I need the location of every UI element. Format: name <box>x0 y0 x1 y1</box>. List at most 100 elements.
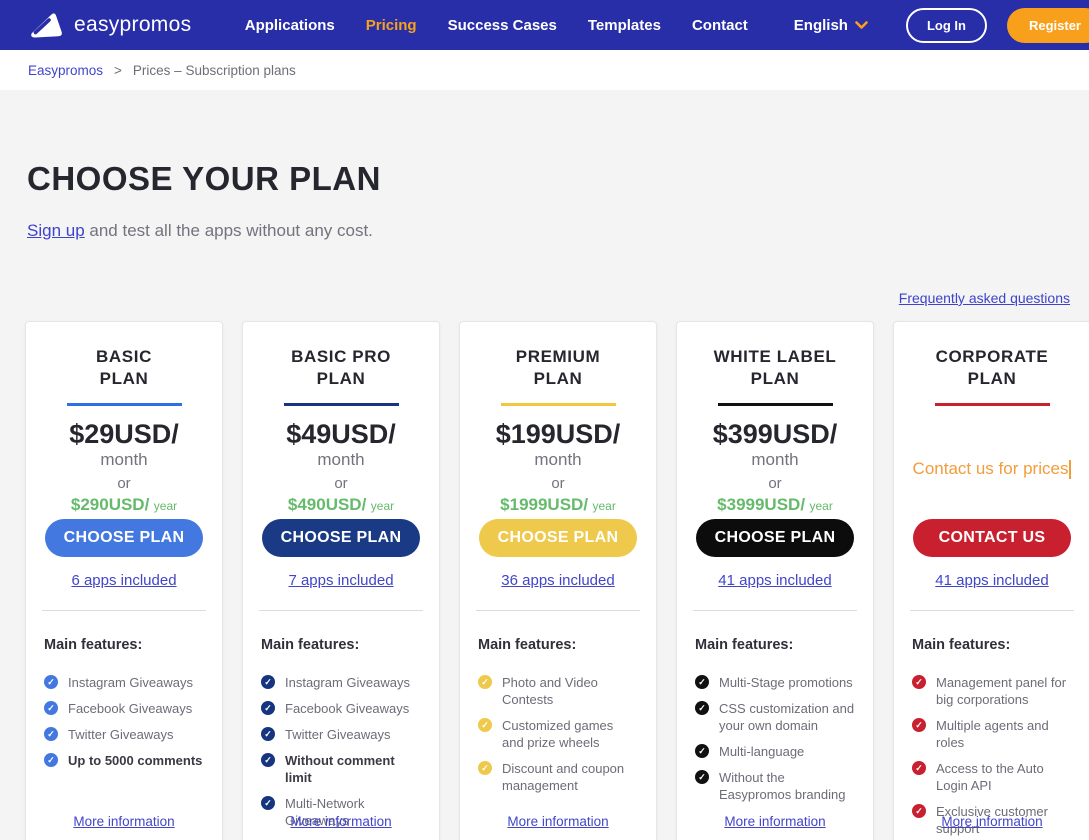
faq-link[interactable]: Frequently asked questions <box>898 290 1070 306</box>
features-list: ✓ Instagram Giveaways ✓ Facebook Giveawa… <box>44 674 204 769</box>
more-information-link[interactable]: More information <box>724 814 826 829</box>
yearly-period: year <box>809 499 833 513</box>
yearly-price: $3999USD/ <box>717 495 806 514</box>
plan-action-button[interactable]: CONTACT US <box>913 519 1071 557</box>
monthly-price: $49USD/ <box>286 419 396 449</box>
plan-accent-bar <box>500 403 616 406</box>
plan-accent-bar <box>283 403 399 406</box>
apps-included-link[interactable]: 36 apps included <box>501 572 615 589</box>
top-navbar: easypromos Applications Pricing Success Ca… <box>0 0 1089 50</box>
feature-item: ✓ Multi-Stage promotions <box>695 674 855 691</box>
feature-item: ✓ Management panel for big corporations <box>912 674 1072 708</box>
feature-item: ✓ CSS customization and your own domain <box>695 700 855 734</box>
yearly-price: $290USD/ <box>70 495 150 514</box>
plan-action-button[interactable]: CHOOSE PLAN <box>479 519 637 557</box>
faq-row: Frequently asked questions <box>27 290 1070 307</box>
check-circle-icon: ✓ <box>44 675 58 689</box>
plan-action-button[interactable]: CHOOSE PLAN <box>696 519 854 557</box>
nav-link-templates[interactable]: Templates <box>587 16 661 34</box>
plan-card-basic: BASIC PLAN $29USD/ month or $290USD/ year… <box>25 321 223 840</box>
feature-text: Facebook Giveaways <box>68 701 193 716</box>
feature-item: ✓ Without comment limit <box>261 752 421 786</box>
plan-name: PREMIUM PLAN <box>515 347 601 388</box>
feature-item: ✓ Instagram Giveaways <box>44 674 204 691</box>
plan-name: WHITE LABEL PLAN <box>713 347 837 388</box>
monthly-period: month <box>751 450 799 469</box>
price-area: $49USD/ month or $490USD/ year <box>261 419 421 519</box>
feature-text: Photo and Video Contests <box>502 675 598 707</box>
feature-item: ✓ Multi-language <box>695 743 855 760</box>
features-list: ✓ Photo and Video Contests ✓ Customized … <box>478 674 638 794</box>
apps-included-link[interactable]: 6 apps included <box>71 572 177 589</box>
nav-link-applications[interactable]: Applications <box>244 16 335 34</box>
brand-logo[interactable]: easypromos <box>28 10 191 41</box>
check-circle-icon: ✓ <box>912 761 926 775</box>
more-information-link[interactable]: More information <box>941 814 1043 829</box>
nav-link-success-cases[interactable]: Success Cases <box>447 16 557 34</box>
plan-card-premium: PREMIUM PLAN $199USD/ month or $1999USD/ … <box>459 321 657 840</box>
price-area: Contact us for prices <box>912 419 1072 519</box>
card-divider <box>42 610 206 611</box>
more-information-link[interactable]: More information <box>507 814 609 829</box>
check-circle-icon: ✓ <box>478 718 492 732</box>
check-circle-icon: ✓ <box>261 796 275 810</box>
card-divider <box>693 610 857 611</box>
more-information-link[interactable]: More information <box>290 814 392 829</box>
breadcrumb-separator: > <box>114 62 122 78</box>
register-button[interactable]: Register <box>1006 7 1089 43</box>
easypromos-logo-icon <box>28 10 65 41</box>
plan-action-button[interactable]: CHOOSE PLAN <box>45 519 203 557</box>
check-circle-icon: ✓ <box>912 718 926 732</box>
main-nav: Applications Pricing Success Cases Template… <box>245 17 748 34</box>
price-area: $29USD/ month or $290USD/ year <box>44 419 204 519</box>
feature-text: Multi-Network Giveaways <box>285 796 365 828</box>
price-block: $399USD/ month or $3999USD/ year <box>695 419 855 515</box>
breadcrumb-home-link[interactable]: Easypromos <box>28 62 104 78</box>
check-circle-icon: ✓ <box>695 675 709 689</box>
plan-card-white-label: WHITE LABEL PLAN $399USD/ month or $3999U… <box>676 321 874 840</box>
nav-link-contact[interactable]: Contact <box>691 16 748 34</box>
feature-item: ✓ Customized games and prize wheels <box>478 717 638 751</box>
feature-text: Facebook Giveaways <box>285 701 410 716</box>
check-circle-icon: ✓ <box>261 753 275 767</box>
yearly-price: $490USD/ <box>287 495 367 514</box>
breadcrumb: Easypromos > Prices – Subscription plans <box>0 50 1089 90</box>
text-cursor <box>1069 460 1072 480</box>
check-circle-icon: ✓ <box>912 675 926 689</box>
feature-item: ✓ Multi-Network Giveaways <box>261 795 421 829</box>
login-button[interactable]: Log In <box>905 7 987 43</box>
monthly-period: month <box>317 450 365 469</box>
monthly-price: $29USD/ <box>69 419 179 449</box>
feature-text: Up to 5000 comments <box>68 753 203 768</box>
apps-included-link[interactable]: 41 apps included <box>935 572 1049 589</box>
hero-section: CHOOSE YOUR PLAN Sign up and test all th… <box>0 90 1089 307</box>
sign-up-link[interactable]: Sign up <box>27 221 85 240</box>
features-list: ✓ Management panel for big corporations … <box>912 674 1072 840</box>
features-title: Main features: <box>44 637 143 653</box>
chevron-down-icon <box>855 20 868 30</box>
price-or: or <box>551 475 565 492</box>
language-selector[interactable]: English <box>794 17 868 34</box>
feature-item: ✓ Without the Easypromos branding <box>695 769 855 803</box>
check-circle-icon: ✓ <box>44 753 58 767</box>
check-circle-icon: ✓ <box>44 701 58 715</box>
more-information-link[interactable]: More information <box>73 814 175 829</box>
contact-for-prices: Contact us for prices <box>912 419 1072 480</box>
feature-item: ✓ Access to the Auto Login API <box>912 760 1072 794</box>
yearly-period: year <box>592 499 616 513</box>
feature-text: Management panel for big corporations <box>936 675 1067 707</box>
price-area: $199USD/ month or $1999USD/ year <box>478 419 638 519</box>
features-title: Main features: <box>695 637 794 653</box>
nav-link-pricing[interactable]: Pricing <box>365 16 417 34</box>
feature-item: ✓ Instagram Giveaways <box>261 674 421 691</box>
feature-text: Without comment limit <box>285 753 395 785</box>
subtitle: Sign up and test all the apps without an… <box>27 221 1062 241</box>
apps-included-link[interactable]: 7 apps included <box>288 572 394 589</box>
feature-item: ✓ Up to 5000 comments <box>44 752 204 769</box>
feature-item: ✓ Discount and coupon management <box>478 760 638 794</box>
plan-action-button[interactable]: CHOOSE PLAN <box>262 519 420 557</box>
apps-included-link[interactable]: 41 apps included <box>718 572 832 589</box>
feature-text: Discount and coupon management <box>502 761 625 793</box>
plan-card-corporate: CORPORATE PLAN Contact us for prices CONT… <box>893 321 1089 840</box>
yearly-period: year <box>153 499 178 513</box>
